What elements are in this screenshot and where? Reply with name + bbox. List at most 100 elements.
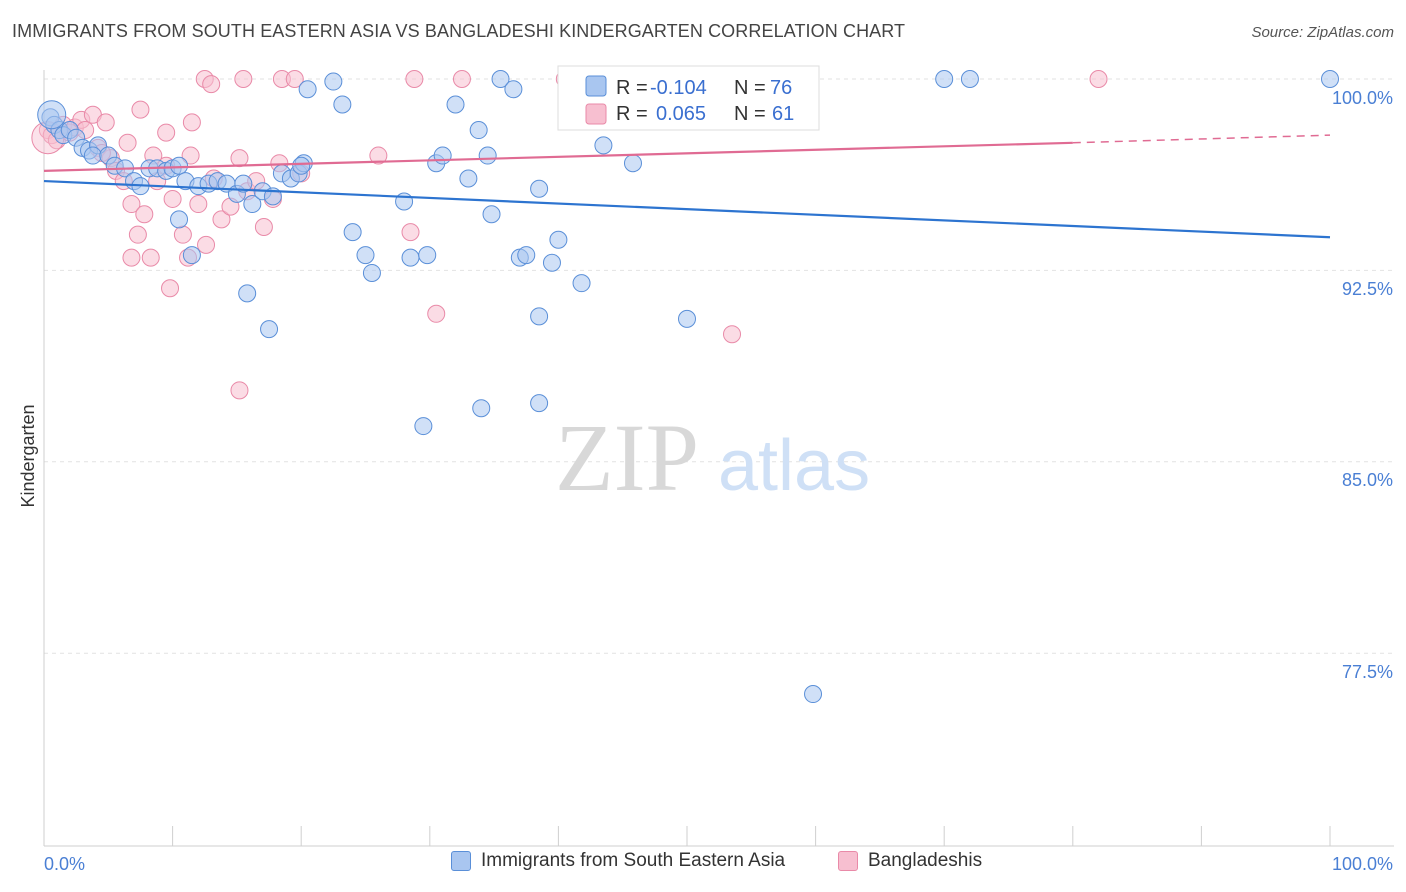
sea-immigrants-point-34	[170, 210, 189, 229]
bangladeshis-point-38	[285, 70, 304, 88]
stats-r-label-1: R =	[616, 77, 648, 99]
bangladeshis-point-15	[128, 225, 147, 244]
sea-immigrants-point-71	[678, 309, 696, 328]
stats-r-value-1: -0.104	[650, 77, 707, 99]
sea-immigrants-point-50	[446, 95, 465, 114]
sea-immigrants-point-36	[238, 284, 257, 303]
stats-r-label-2: R =	[616, 103, 648, 125]
watermark-zip: ZIP	[555, 404, 699, 511]
sea-immigrants-point-59	[530, 179, 549, 198]
y-axis-label: Kindergarten	[18, 404, 38, 507]
sea-immigrants-point-43	[356, 246, 375, 265]
sea-immigrants-point-38	[292, 156, 311, 175]
legend-swatch-pink	[838, 851, 858, 871]
sea-immigrants-point-75	[1321, 70, 1339, 88]
sea-immigrants-point-40	[324, 72, 343, 91]
y-tick-77-5: 77.5%	[1342, 662, 1393, 682]
stats-n-label-2: N =	[734, 103, 766, 125]
sea-immigrants-point-64	[572, 274, 591, 293]
trend-line-bangladeshis-extension	[1072, 134, 1331, 144]
sea-immigrants-point-61	[542, 253, 561, 272]
sea-immigrants-point-37	[260, 320, 279, 339]
sea-immigrants-point-56	[504, 80, 523, 99]
sea-immigrants-cluster-point	[37, 100, 67, 130]
bangladeshis-point-37	[234, 70, 253, 88]
bangladeshis-point-31	[254, 218, 273, 237]
bangladeshis-point-16	[135, 205, 154, 224]
bangladeshis-point-22	[181, 146, 200, 165]
bangladeshis-point-60	[122, 248, 141, 267]
x-axis-ticks	[43, 826, 1331, 846]
bangladeshis-point-36	[202, 75, 221, 94]
y-tick-92-5: 92.5%	[1342, 279, 1393, 299]
legend-item-sea-immigrants[interactable]: Immigrants from South Eastern Asia	[451, 850, 785, 872]
sea-immigrants-point-74	[960, 70, 979, 88]
bangladeshis-point-41	[157, 123, 176, 142]
bangladeshis-point-48	[369, 146, 388, 165]
sea-immigrants-point-26	[234, 174, 253, 193]
sea-immigrants-point-19	[170, 156, 189, 175]
sea-immigrants-point-54	[482, 205, 501, 224]
x-tick-100: 100.0%	[1332, 854, 1393, 874]
bangladeshis-point-28	[230, 149, 249, 168]
y-tick-100: 100.0%	[1332, 88, 1393, 108]
stats-n-label-1: N =	[734, 77, 766, 99]
bangladeshis-point-59	[230, 381, 249, 400]
sea-immigrants-point-49	[433, 146, 452, 165]
chart-title: IMMIGRANTS FROM SOUTH EASTERN ASIA VS BA…	[12, 21, 906, 41]
bangladeshis-point-50	[427, 304, 446, 323]
y-tick-85: 85.0%	[1342, 470, 1393, 490]
sea-immigrants-point-60	[530, 307, 549, 326]
legend-label-bangladeshis: Bangladeshis	[868, 850, 983, 871]
sea-immigrants-point-70	[530, 394, 549, 413]
sea-immigrants-point-9	[83, 146, 102, 165]
bangladeshis-point-46	[161, 279, 180, 298]
stats-n-value-2: 61	[772, 103, 794, 125]
sea-immigrants-point-51	[459, 169, 478, 188]
sea-immigrants-point-42	[343, 223, 362, 242]
legend-swatch-blue	[451, 851, 471, 871]
bangladeshis-point-51	[452, 70, 471, 88]
trend-lines	[43, 134, 1331, 239]
bangladeshis-point-24	[197, 235, 216, 254]
bangladeshis-point-26	[212, 210, 231, 229]
trend-line-sea-immigrants	[43, 179, 1331, 239]
sea-immigrants-point-46	[401, 248, 420, 267]
bangladeshis-point-21	[173, 225, 192, 244]
sea-immigrants-point-39	[298, 80, 317, 99]
bangladeshis-point-20	[163, 189, 182, 208]
sea-immigrants-point-35	[182, 246, 201, 265]
legend-item-bangladeshis[interactable]: Bangladeshis	[838, 850, 982, 872]
stats-r-value-2: 0.065	[656, 103, 706, 125]
sea-immigrants-point-58	[517, 246, 536, 265]
chart-source: Source: ZipAtlas.com	[1251, 24, 1394, 41]
sea-immigrants-point-76	[804, 685, 823, 704]
bangladeshis-point-49	[401, 223, 420, 242]
bangladeshis-point-52	[405, 70, 424, 88]
stats-swatch-blue	[585, 75, 607, 97]
bangladeshis-point-44	[118, 133, 137, 152]
bangladeshis-point-17	[141, 248, 160, 267]
trend-line-bangladeshis	[43, 141, 1073, 172]
bangladeshis-point-23	[189, 195, 208, 214]
stats-n-value-1: 76	[770, 77, 792, 99]
bangladeshis-point-42	[182, 113, 201, 132]
sea-immigrants-point-41	[333, 95, 352, 114]
sea-immigrants-point-73	[935, 70, 954, 88]
sea-immigrants-point-67	[623, 154, 642, 173]
sea-immigrants-point-47	[418, 246, 437, 265]
sea-immigrants-point-62	[549, 230, 568, 249]
sea-immigrants-point-44	[362, 263, 381, 282]
sea-immigrants-point-55	[491, 70, 510, 88]
bangladeshis-point-40	[131, 100, 150, 119]
stats-swatch-pink	[585, 103, 607, 125]
sea-immigrants-point-27	[243, 195, 262, 214]
sea-immigrants-point-52	[469, 121, 488, 140]
bangladeshis-point-55	[723, 325, 742, 344]
bangladeshis-point-10	[96, 113, 115, 132]
bangladeshis-point-14	[122, 195, 141, 214]
sea-immigrants-point-69	[472, 399, 491, 418]
sea-immigrants-point-66	[594, 136, 613, 155]
watermark-atlas: atlas	[718, 426, 870, 506]
